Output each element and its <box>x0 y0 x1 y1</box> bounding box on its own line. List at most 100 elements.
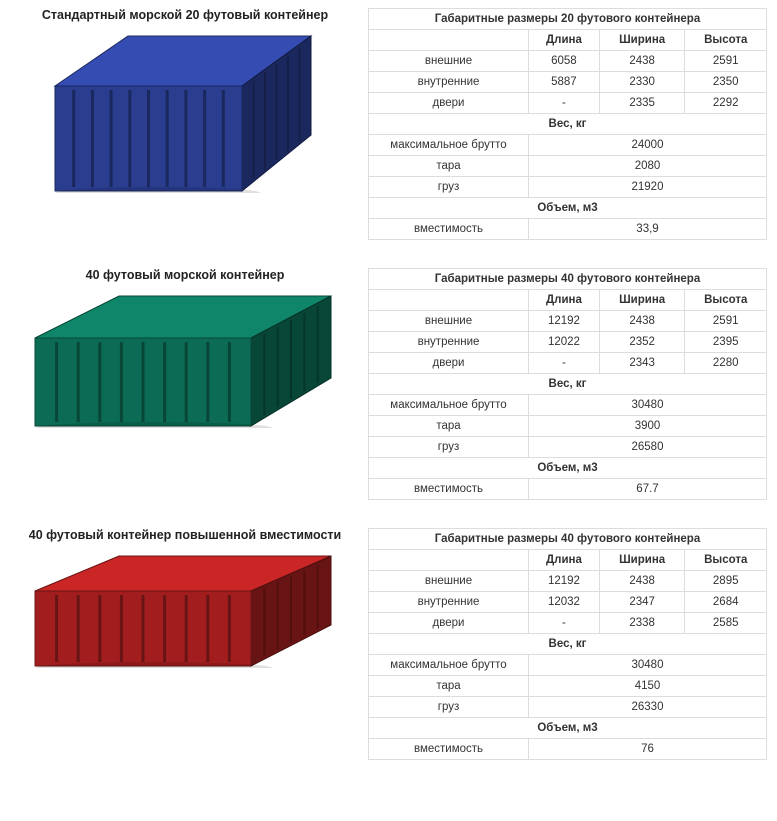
table-row: тара3900 <box>369 416 767 437</box>
col-header: Длина <box>529 550 600 571</box>
row-label: внешние <box>369 571 529 592</box>
row-label: внешние <box>369 311 529 332</box>
cell: 26330 <box>529 697 767 718</box>
cell: 2395 <box>685 332 767 353</box>
container-title: 40 футовый контейнер повышенной вместимо… <box>10 528 360 542</box>
cell: 2350 <box>685 72 767 93</box>
cell: - <box>529 353 600 374</box>
right-panel: Габаритные размеры 40 футового контейнер… <box>368 268 767 500</box>
left-panel: 40 футовый морской контейнер <box>10 268 360 500</box>
cell: 4150 <box>529 676 767 697</box>
right-panel: Габаритные размеры 20 футового контейнер… <box>368 8 767 240</box>
weight-header: Вес, кг <box>369 374 767 395</box>
col-header: Высота <box>685 550 767 571</box>
weight-header: Вес, кг <box>369 634 767 655</box>
table-row: вместимость76 <box>369 739 767 760</box>
col-header: Высота <box>685 290 767 311</box>
cell: - <box>529 613 600 634</box>
table-title: Габаритные размеры 20 футового контейнер… <box>369 9 767 30</box>
cell: 67.7 <box>529 479 767 500</box>
row-label: вместимость <box>369 739 529 760</box>
row-label: внутренние <box>369 72 529 93</box>
table-row: максимальное брутто24000 <box>369 135 767 156</box>
table-row: внутренние1203223472684 <box>369 592 767 613</box>
spec-table: Габаритные размеры 40 футового контейнер… <box>368 528 767 760</box>
cell: 30480 <box>529 395 767 416</box>
cell: 2591 <box>685 311 767 332</box>
table-row: груз21920 <box>369 177 767 198</box>
row-label: вместимость <box>369 479 529 500</box>
col-header: Ширина <box>599 30 685 51</box>
cell: 24000 <box>529 135 767 156</box>
cell: 12022 <box>529 332 600 353</box>
weight-header: Вес, кг <box>369 114 767 135</box>
cell: 2684 <box>685 592 767 613</box>
table-row: внешние1219224382895 <box>369 571 767 592</box>
row-label: двери <box>369 93 529 114</box>
cell: 33,9 <box>529 219 767 240</box>
col-header: Ширина <box>599 290 685 311</box>
row-label: двери <box>369 353 529 374</box>
spec-table: Габаритные размеры 20 футового контейнер… <box>368 8 767 240</box>
row-label: груз <box>369 177 529 198</box>
table-row: двери-23382585 <box>369 613 767 634</box>
volume-header: Объем, м3 <box>369 718 767 739</box>
cell: 2335 <box>599 93 685 114</box>
row-label: максимальное брутто <box>369 135 529 156</box>
row-label: груз <box>369 437 529 458</box>
cell: 12032 <box>529 592 600 613</box>
cell: 2438 <box>599 51 685 72</box>
cell: 2280 <box>685 353 767 374</box>
row-label: тара <box>369 416 529 437</box>
left-panel: 40 футовый контейнер повышенной вместимо… <box>10 528 360 760</box>
volume-header: Объем, м3 <box>369 198 767 219</box>
cell: 30480 <box>529 655 767 676</box>
cell: 2438 <box>599 311 685 332</box>
cell: 2080 <box>529 156 767 177</box>
table-title: Габаритные размеры 40 футового контейнер… <box>369 269 767 290</box>
cell: 6058 <box>529 51 600 72</box>
cell: 2343 <box>599 353 685 374</box>
cell: - <box>529 93 600 114</box>
container-section: Стандартный морской 20 футовый контейнер… <box>0 0 777 260</box>
container-section: 40 футовый морской контейнер Габаритные … <box>0 260 777 520</box>
row-label: внешние <box>369 51 529 72</box>
table-row: двери-23352292 <box>369 93 767 114</box>
col-header: Ширина <box>599 550 685 571</box>
cell: 3900 <box>529 416 767 437</box>
container-illustration <box>10 554 360 668</box>
cell: 2585 <box>685 613 767 634</box>
row-label: внутренние <box>369 332 529 353</box>
table-row: внутренние588723302350 <box>369 72 767 93</box>
row-label: груз <box>369 697 529 718</box>
table-row: вместимость33,9 <box>369 219 767 240</box>
col-header: Высота <box>685 30 767 51</box>
cell: 76 <box>529 739 767 760</box>
cell: 2338 <box>599 613 685 634</box>
cell: 2895 <box>685 571 767 592</box>
col-header: Длина <box>529 30 600 51</box>
left-panel: Стандартный морской 20 футовый контейнер <box>10 8 360 240</box>
table-row: внешние605824382591 <box>369 51 767 72</box>
container-section: 40 футовый контейнер повышенной вместимо… <box>0 520 777 780</box>
cell: 12192 <box>529 311 600 332</box>
table-row: максимальное брутто30480 <box>369 655 767 676</box>
cell: 26580 <box>529 437 767 458</box>
cell: 2292 <box>685 93 767 114</box>
table-row: груз26330 <box>369 697 767 718</box>
table-row: тара2080 <box>369 156 767 177</box>
table-row: двери-23432280 <box>369 353 767 374</box>
table-row: внутренние1202223522395 <box>369 332 767 353</box>
cell: 21920 <box>529 177 767 198</box>
container-illustration <box>10 34 360 193</box>
cell: 2438 <box>599 571 685 592</box>
table-title: Габаритные размеры 40 футового контейнер… <box>369 529 767 550</box>
cell: 2347 <box>599 592 685 613</box>
container-illustration <box>10 294 360 428</box>
row-label: вместимость <box>369 219 529 240</box>
cell: 12192 <box>529 571 600 592</box>
row-label: двери <box>369 613 529 634</box>
cell: 2330 <box>599 72 685 93</box>
spec-table: Габаритные размеры 40 футового контейнер… <box>368 268 767 500</box>
cell: 2352 <box>599 332 685 353</box>
